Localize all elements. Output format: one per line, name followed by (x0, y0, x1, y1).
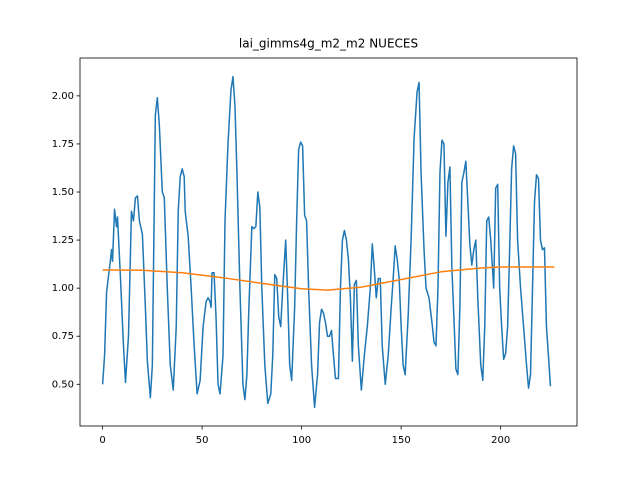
y-tick-label: 0.75 (52, 331, 74, 342)
y-tick-label: 1.50 (52, 187, 74, 198)
x-tick-label: 0 (99, 435, 105, 446)
chart-title: lai_gimms4g_m2_m2 NUECES (239, 37, 418, 51)
x-tick-label: 50 (196, 435, 209, 446)
y-tick-label: 1.25 (52, 235, 74, 246)
plot-frame (79, 57, 578, 427)
y-tick-label: 1.75 (52, 139, 74, 150)
series-line (102, 266, 555, 291)
x-tick-label: 150 (392, 435, 411, 446)
y-tick-label: 2.00 (52, 91, 74, 102)
series-line (101, 75, 552, 409)
x-tick-label: 200 (491, 435, 510, 446)
y-tick-label: 1.00 (52, 283, 74, 294)
y-tick-label: 0.50 (52, 379, 74, 390)
x-tick-label: 100 (292, 435, 311, 446)
